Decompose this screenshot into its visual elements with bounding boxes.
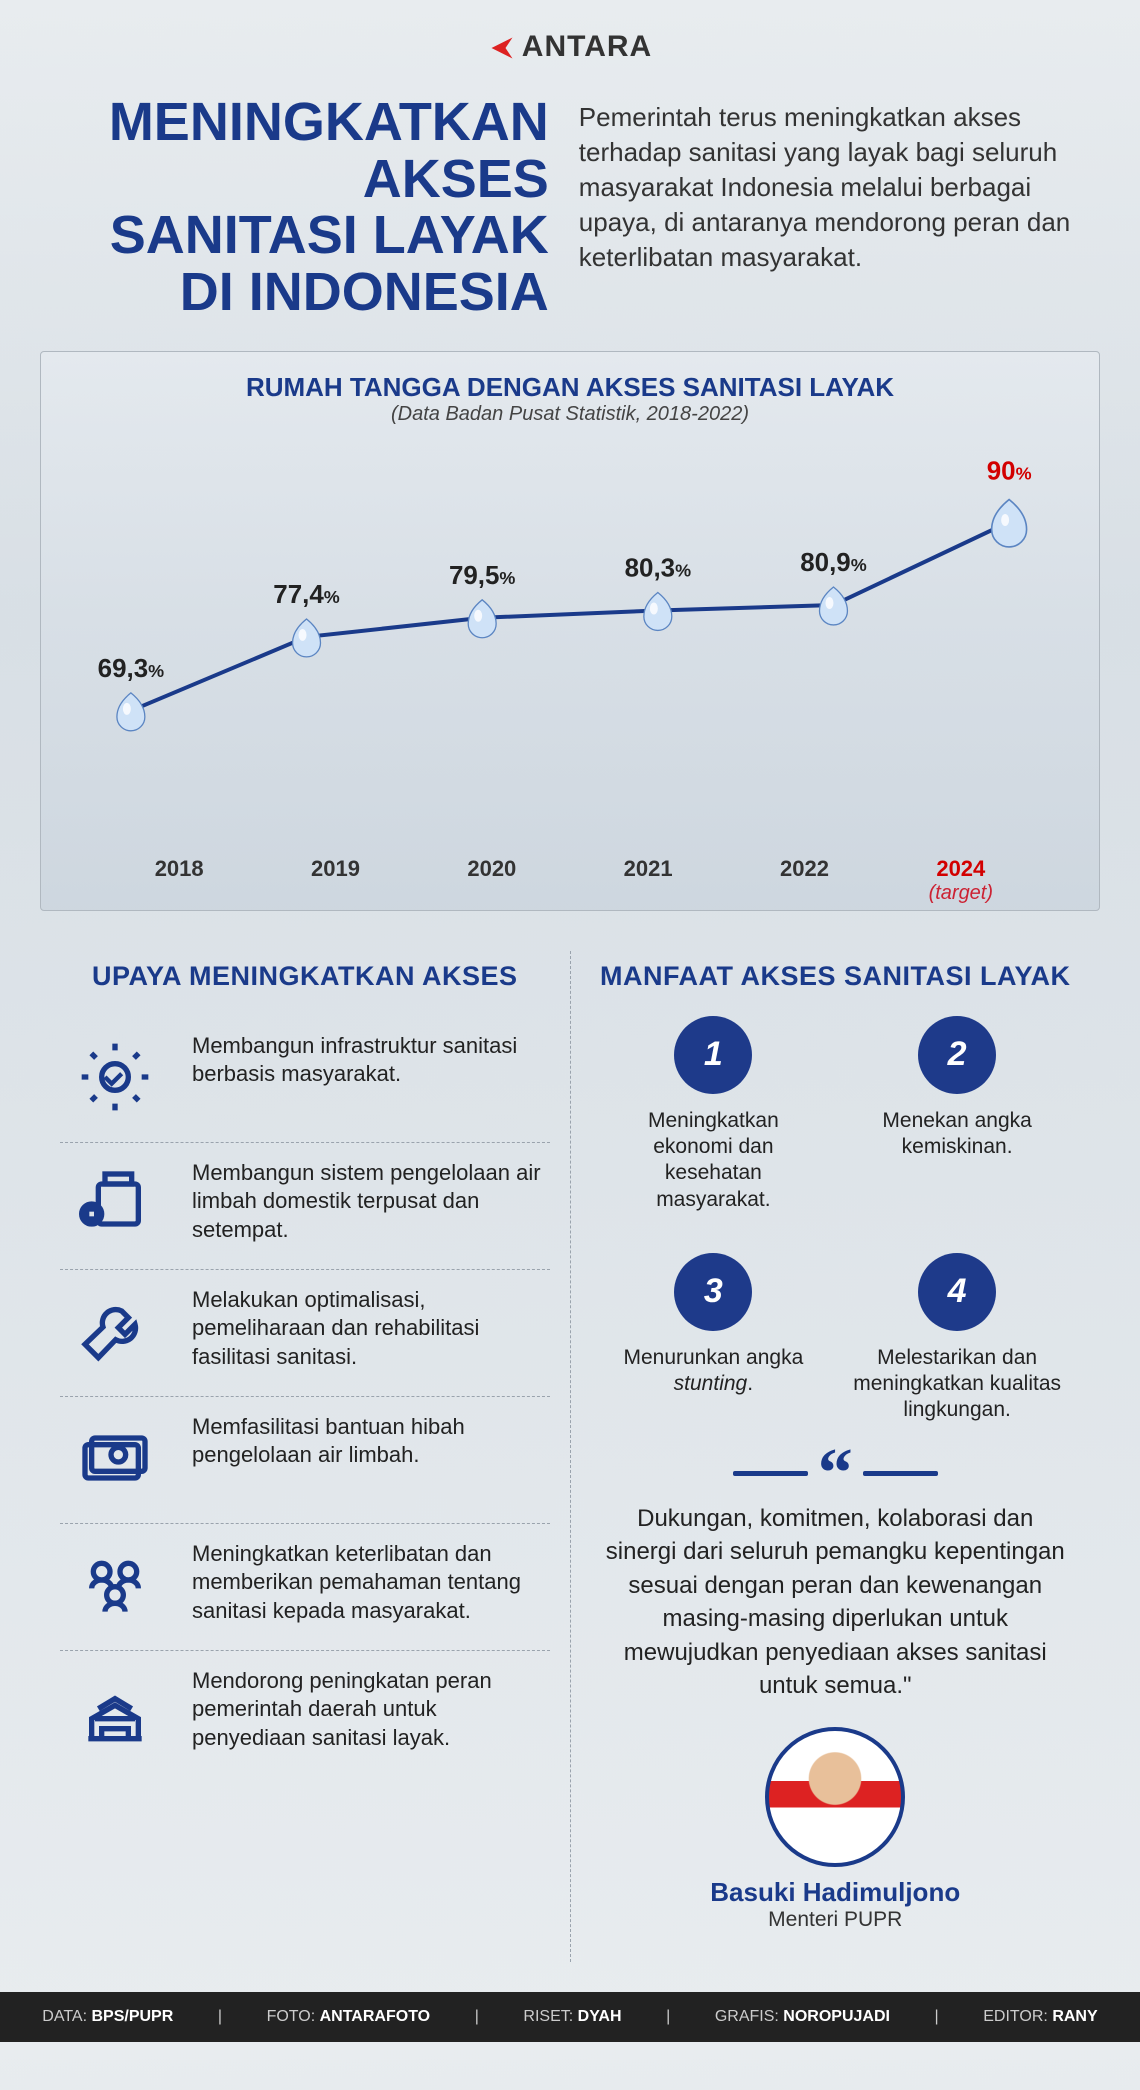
efforts-column: UPAYA MENINGKATKAN AKSES Membangun infra… (40, 951, 571, 1962)
efforts-list: Membangun infrastruktur sanitasi berbasi… (60, 1016, 550, 1777)
x-axis-labels: 201820192020202120222024(target) (71, 856, 1069, 905)
svg-text:77,4%: 77,4% (273, 581, 339, 609)
chart-title: RUMAH TANGGA DENGAN AKSES SANITASI LAYAK (71, 372, 1069, 403)
intro-text: Pemerintah terus meningkatkan akses terh… (579, 94, 1100, 275)
x-tick-label: 2018 (101, 856, 257, 905)
benefit-number: 2 (918, 1016, 996, 1094)
effort-item: Melakukan optimalisasi, pemeliharaan dan… (60, 1270, 550, 1397)
svg-text:69,3%: 69,3% (98, 655, 164, 683)
logo-text: ANTARA (522, 30, 652, 63)
effort-text: Membangun infrastruktur sanitasi berbasi… (192, 1032, 550, 1089)
effort-text: Meningkatkan keterlibatan dan memberikan… (192, 1540, 550, 1626)
two-columns: UPAYA MENINGKATKAN AKSES Membangun infra… (40, 951, 1100, 1962)
benefit-text: Menurunkan angka stunting. (607, 1345, 821, 1398)
x-tick-label: 2020 (414, 856, 570, 905)
effort-item: Membangun infrastruktur sanitasi berbasi… (60, 1016, 550, 1143)
pump-icon (60, 1159, 170, 1249)
effort-text: Membangun sistem pengelolaan air limbah … (192, 1159, 550, 1245)
benefit-item: 1 Meningkatkan ekonomi dan kesehatan mas… (607, 1016, 821, 1213)
quote-divider: “ (603, 1460, 1069, 1488)
money-icon (60, 1413, 170, 1503)
page-title: MENINGKATKAN AKSESSANITASI LAYAKDI INDON… (40, 94, 549, 321)
effort-item: Mendorong peningkatan peran pemerintah d… (60, 1651, 550, 1777)
infographic-root: ANTARA MENINGKATKAN AKSESSANITASI LAYAKD… (0, 0, 1140, 1962)
avatar (765, 1727, 905, 1867)
effort-item: Memfasilitasi bantuan hibah pengelolaan … (60, 1397, 550, 1524)
chart-subtitle: (Data Badan Pusat Statistik, 2018-2022) (71, 403, 1069, 426)
wrench-icon (60, 1286, 170, 1376)
efforts-title: UPAYA MENINGKATKAN AKSES (60, 961, 550, 992)
benefit-text: Menekan angka kemiskinan. (850, 1108, 1064, 1161)
x-tick-label: 2022 (726, 856, 882, 905)
effort-item: Meningkatkan keterlibatan dan memberikan… (60, 1524, 550, 1651)
person-name: Basuki Hadimuljono (603, 1877, 1069, 1908)
chart-panel: RUMAH TANGGA DENGAN AKSES SANITASI LAYAK… (40, 351, 1100, 911)
gear-icon (60, 1032, 170, 1122)
people-icon (60, 1540, 170, 1630)
effort-text: Melakukan optimalisasi, pemeliharaan dan… (192, 1286, 550, 1372)
header: MENINGKATKAN AKSESSANITASI LAYAKDI INDON… (40, 94, 1100, 321)
svg-text:80,9%: 80,9% (800, 549, 866, 577)
benefits-column: MANFAAT AKSES SANITASI LAYAK 1 Meningkat… (571, 951, 1101, 1962)
quote-person: Basuki Hadimuljono Menteri PUPR (603, 1727, 1069, 1932)
line-chart: 69,3% 77,4% 79,5% 80,3% 80,9% 90% (71, 436, 1069, 856)
benefits-grid: 1 Meningkatkan ekonomi dan kesehatan mas… (591, 1016, 1081, 1424)
svg-text:80,3%: 80,3% (625, 554, 691, 582)
person-title: Menteri PUPR (603, 1908, 1069, 1932)
quote-block: “ Dukungan, komitmen, kolaborasi dan sin… (591, 1460, 1081, 1933)
quote-mark-icon: “ (818, 1460, 853, 1488)
x-tick-label: 2021 (570, 856, 726, 905)
building-icon (60, 1667, 170, 1757)
effort-text: Memfasilitasi bantuan hibah pengelolaan … (192, 1413, 550, 1470)
benefit-number: 3 (674, 1253, 752, 1331)
benefit-text: Meningkatkan ekonomi dan kesehatan masya… (607, 1108, 821, 1213)
effort-text: Mendorong peningkatan peran pemerintah d… (192, 1667, 550, 1753)
benefit-number: 1 (674, 1016, 752, 1094)
brand-logo: ANTARA (40, 30, 1100, 64)
footer-credits: DATA: BPS/PUPR | FOTO: ANTARAFOTO | RISE… (0, 1992, 1140, 2042)
x-tick-label: 2024(target) (883, 856, 1039, 905)
benefit-item: 2 Menekan angka kemiskinan. (850, 1016, 1064, 1213)
quote-text: Dukungan, komitmen, kolaborasi dan siner… (603, 1502, 1069, 1704)
svg-text:79,5%: 79,5% (449, 562, 515, 590)
effort-item: Membangun sistem pengelolaan air limbah … (60, 1143, 550, 1270)
benefits-title: MANFAAT AKSES SANITASI LAYAK (591, 961, 1081, 992)
benefit-item: 4 Melestarikan dan meningkatkan kualitas… (850, 1253, 1064, 1424)
benefit-number: 4 (918, 1253, 996, 1331)
svg-text:90%: 90% (987, 457, 1032, 485)
benefit-item: 3 Menurunkan angka stunting. (607, 1253, 821, 1424)
benefit-text: Melestarikan dan meningkatkan kualitas l… (850, 1345, 1064, 1424)
x-tick-label: 2019 (257, 856, 413, 905)
